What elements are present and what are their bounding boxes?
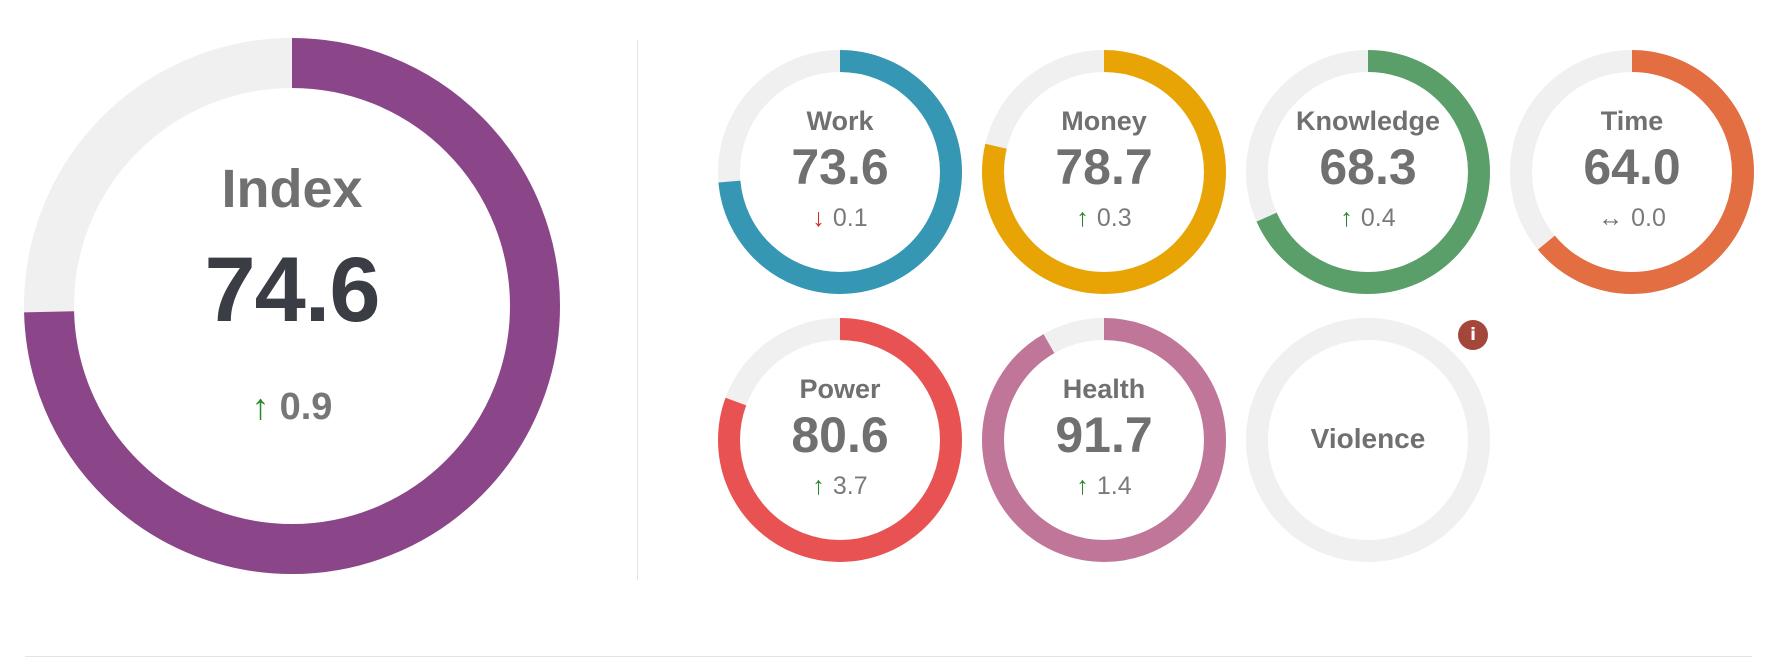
arrow-up-icon: ↑ <box>1076 204 1089 232</box>
domain-gauge-money[interactable]: Money 78.7 ↑ 0.3 <box>982 50 1226 294</box>
work-ring <box>718 50 962 294</box>
domain-delta-value: 0.1 <box>832 204 868 232</box>
index-value: 74.6 <box>204 239 380 341</box>
ring-progress-arc <box>718 318 962 562</box>
domain-value: 80.6 <box>791 407 889 463</box>
arrow-up-icon: ↑ <box>251 386 270 427</box>
domain-delta: ↑ 0.4 <box>1246 204 1490 233</box>
ring-progress-arc <box>982 318 1226 562</box>
arrow-up-icon: ↑ <box>1076 472 1089 500</box>
ring-progress-arc <box>1510 50 1754 294</box>
arrow-up-icon: ↑ <box>812 472 825 500</box>
ring-progress-arc <box>1246 50 1490 294</box>
index-gauge-text: Index 74.6 ↑ 0.9 <box>24 38 560 574</box>
domain-delta: ↑ 3.7 <box>718 472 962 501</box>
health-ring <box>982 318 1226 562</box>
ring-progress-arc <box>718 50 962 294</box>
violence-ring <box>1246 318 1490 562</box>
domain-delta: ↔ 0.0 <box>1510 204 1754 233</box>
domain-delta: ↑ 0.3 <box>982 204 1226 233</box>
domain-label: Money <box>1061 106 1147 136</box>
domain-gauge-knowledge[interactable]: Knowledge 68.3 ↑ 0.4 <box>1246 50 1490 294</box>
info-icon[interactable]: i <box>1458 320 1488 350</box>
time-ring <box>1510 50 1754 294</box>
domain-gauge-time[interactable]: Time 64.0 ↔ 0.0 <box>1510 50 1754 294</box>
domain-value: 68.3 <box>1319 139 1417 195</box>
index-delta-value: 0.9 <box>279 386 333 428</box>
domain-label: Time <box>1600 106 1664 136</box>
domain-label: Knowledge <box>1295 106 1440 136</box>
domain-label: Power <box>799 374 881 404</box>
bottom-divider <box>25 656 1752 657</box>
ring-progress-arc <box>982 50 1226 294</box>
arrow-down-icon: ↓ <box>812 204 825 232</box>
domain-delta: ↓ 0.1 <box>718 204 962 233</box>
power-ring <box>718 318 962 562</box>
domain-label: Violence <box>1310 423 1426 454</box>
domain-delta-value: 0.4 <box>1360 204 1396 232</box>
domain-gauge-violence[interactable]: Violence <box>1246 318 1490 562</box>
arrow-up-icon: ↑ <box>1340 204 1353 232</box>
index-gauge[interactable]: Index 74.6 ↑ 0.9 <box>24 38 560 574</box>
vertical-divider <box>637 40 638 580</box>
index-delta: ↑ 0.9 <box>24 386 560 429</box>
domain-delta-value: 0.3 <box>1096 204 1132 232</box>
domain-gauge-work[interactable]: Work 73.6 ↓ 0.1 <box>718 50 962 294</box>
domain-value: 78.7 <box>1055 139 1153 195</box>
domain-label: Health <box>1062 374 1146 404</box>
domain-value: 73.6 <box>791 139 889 195</box>
ring-progress-arc <box>24 38 560 574</box>
domain-delta-value: 3.7 <box>832 472 868 500</box>
domain-delta: ↑ 1.4 <box>982 472 1226 501</box>
ring-track <box>1246 318 1490 562</box>
money-ring <box>982 50 1226 294</box>
domain-gauge-power[interactable]: Power 80.6 ↑ 3.7 <box>718 318 962 562</box>
index-ring <box>24 38 560 574</box>
domain-value: 64.0 <box>1583 139 1681 195</box>
index-label: Index <box>221 159 363 219</box>
domain-label: Work <box>806 106 874 136</box>
domain-delta-value: 0.0 <box>1631 204 1666 232</box>
arrow-left-right-icon: ↔ <box>1598 204 1624 232</box>
domain-gauge-health[interactable]: Health 91.7 ↑ 1.4 <box>982 318 1226 562</box>
domain-delta-value: 1.4 <box>1096 472 1132 500</box>
domain-value: 91.7 <box>1055 407 1153 463</box>
knowledge-ring <box>1246 50 1490 294</box>
